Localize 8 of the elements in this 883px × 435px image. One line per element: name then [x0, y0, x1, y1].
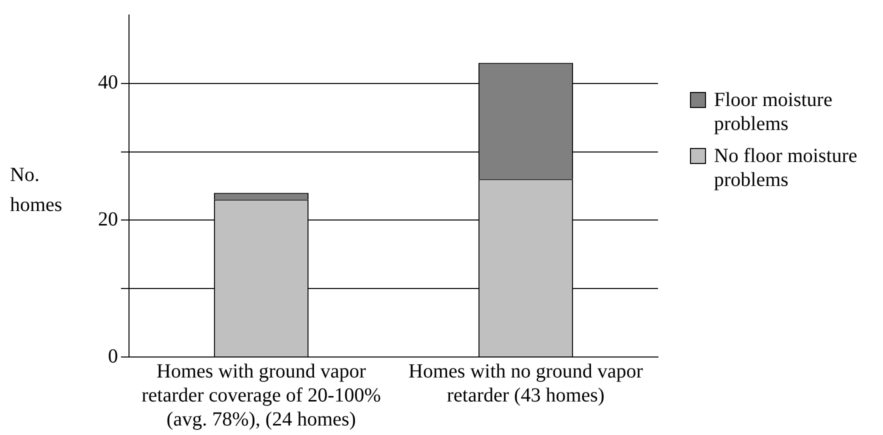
y-axis-title: No. homes — [10, 163, 64, 218]
y-tick-label: 40 — [98, 72, 118, 94]
x-tick-label: Homes with ground vapor retarder coverage of 20-100% (avg. 78%), (24 homes) — [142, 360, 381, 430]
y-tick-label: 0 — [108, 345, 118, 368]
legend-label: No floor moisture problems — [714, 144, 858, 192]
legend-label: Floor moisture problems — [714, 88, 834, 136]
x-tick-label: Homes with no ground vapor retarder (43 homes) — [408, 360, 644, 406]
y-tick-label: 20 — [98, 208, 118, 230]
